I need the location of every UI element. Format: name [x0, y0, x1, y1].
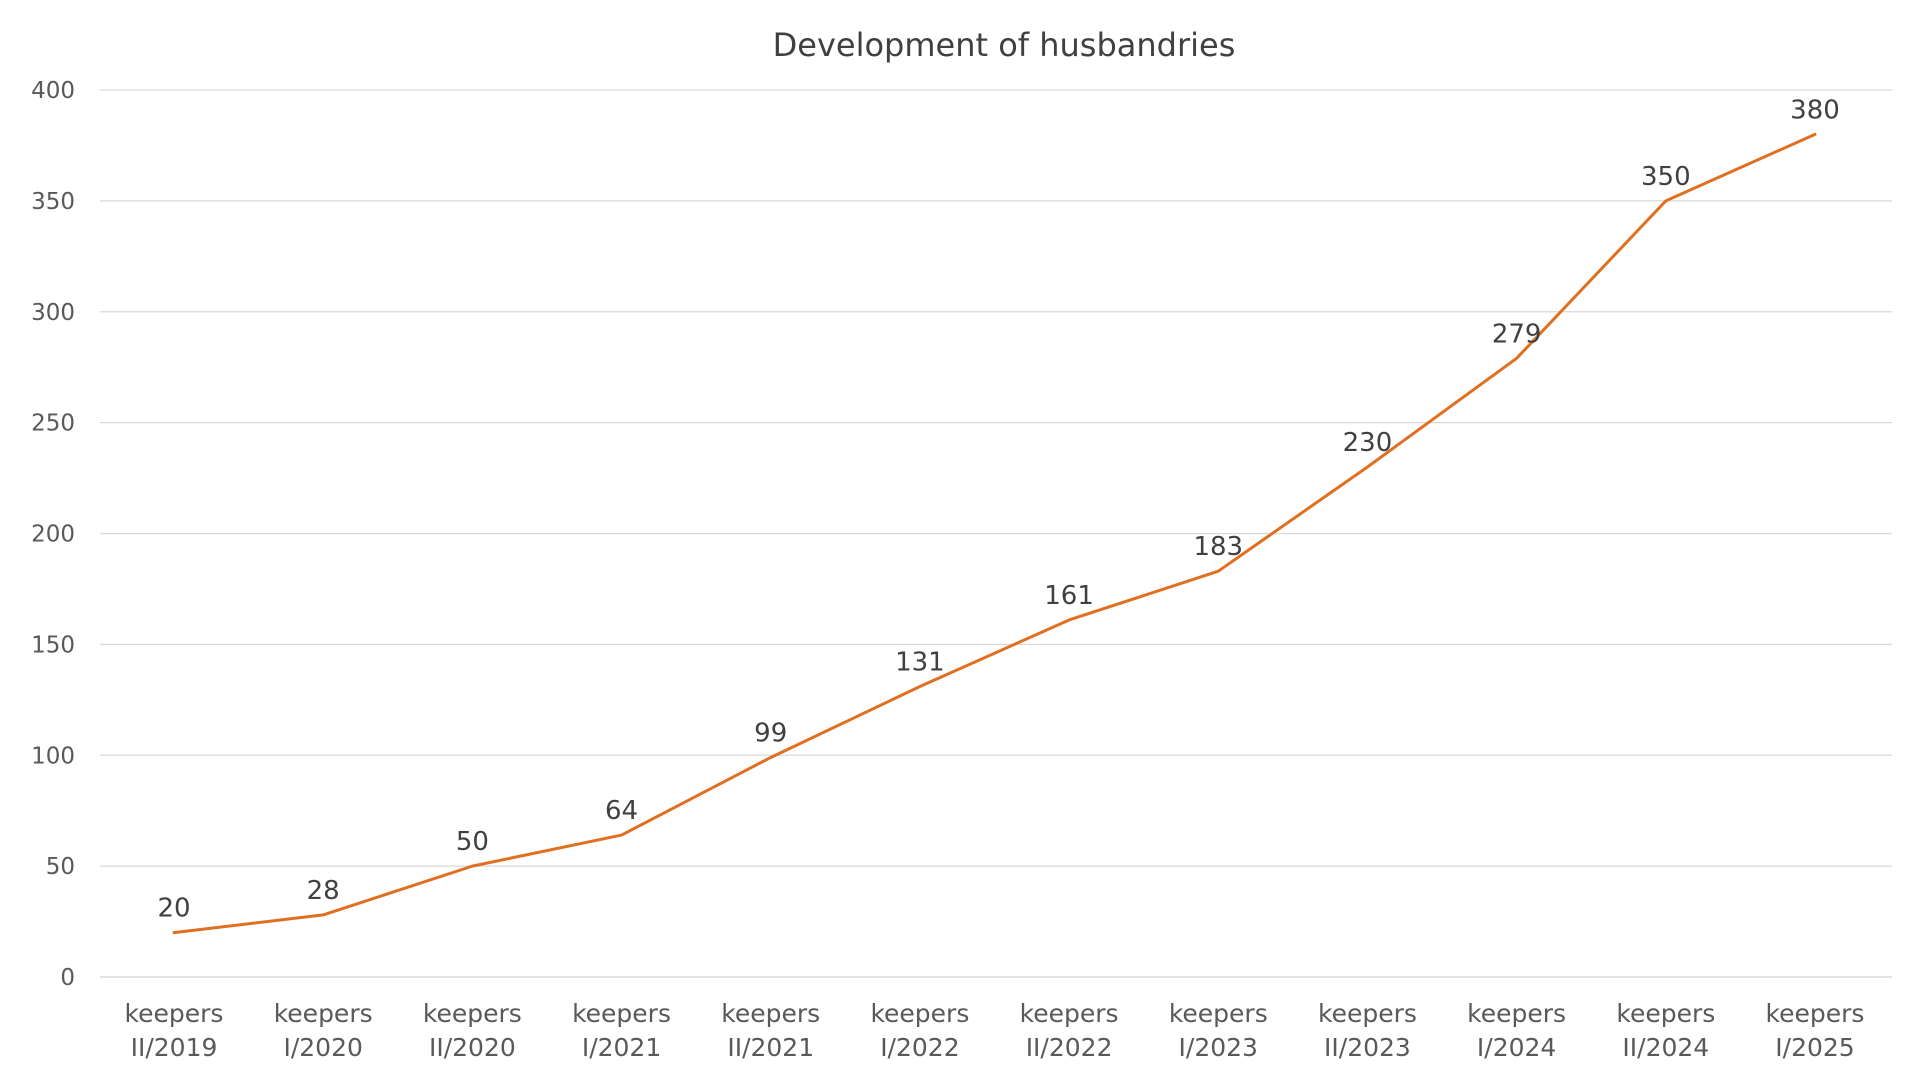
- series-line: [172, 132, 1817, 935]
- data-label: 64: [605, 796, 638, 826]
- y-tick-label: 400: [31, 78, 75, 104]
- y-tick-label: 100: [31, 743, 75, 769]
- x-tick-label: keepers II/2021: [721, 999, 820, 1062]
- data-labels: 20 28 50 64 99 131 161 183 230 279 350 380: [157, 95, 1839, 923]
- gridlines: [100, 89, 1892, 978]
- data-label: 50: [456, 827, 489, 857]
- x-tick-label: keepers I/2023: [1169, 999, 1268, 1062]
- data-label: 20: [157, 894, 190, 924]
- data-label: 28: [307, 876, 340, 906]
- data-label: 380: [1790, 95, 1840, 125]
- y-tick-label: 150: [31, 632, 75, 658]
- x-tick-label: keepers I/2021: [572, 999, 671, 1062]
- data-label: 279: [1492, 319, 1542, 349]
- x-tick-label: keepers II/2024: [1616, 999, 1715, 1062]
- y-tick-label: 200: [31, 522, 75, 548]
- x-tick-label: keepers II/2020: [423, 999, 522, 1062]
- x-tick-label: keepers I/2024: [1467, 999, 1566, 1062]
- y-axis-ticks: 0 50 100 150 200 250 300 350 400: [31, 78, 75, 991]
- data-label: 131: [895, 648, 945, 678]
- data-label: 183: [1193, 532, 1243, 562]
- chart-title: Development of husbandries: [773, 26, 1236, 64]
- x-tick-label: keepers II/2022: [1020, 999, 1119, 1062]
- x-axis-ticks: keepers II/2019 keepers I/2020 keepers II/202…: [125, 999, 1865, 1062]
- y-tick-label: 0: [60, 965, 75, 991]
- series-layer: [172, 132, 1817, 935]
- data-label: 350: [1641, 162, 1691, 192]
- x-tick-label: keepers II/2023: [1318, 999, 1417, 1062]
- y-tick-label: 250: [31, 411, 75, 437]
- x-tick-label: keepers I/2025: [1766, 999, 1865, 1062]
- y-tick-label: 300: [31, 300, 75, 326]
- y-tick-label: 50: [46, 854, 75, 880]
- x-tick-label: keepers I/2020: [274, 999, 373, 1062]
- data-label: 161: [1044, 581, 1094, 611]
- x-tick-label: keepers I/2022: [870, 999, 969, 1062]
- data-label: 99: [754, 718, 787, 748]
- data-label: 230: [1343, 428, 1393, 458]
- x-tick-label: keepers II/2019: [125, 999, 224, 1062]
- y-tick-label: 350: [31, 189, 75, 215]
